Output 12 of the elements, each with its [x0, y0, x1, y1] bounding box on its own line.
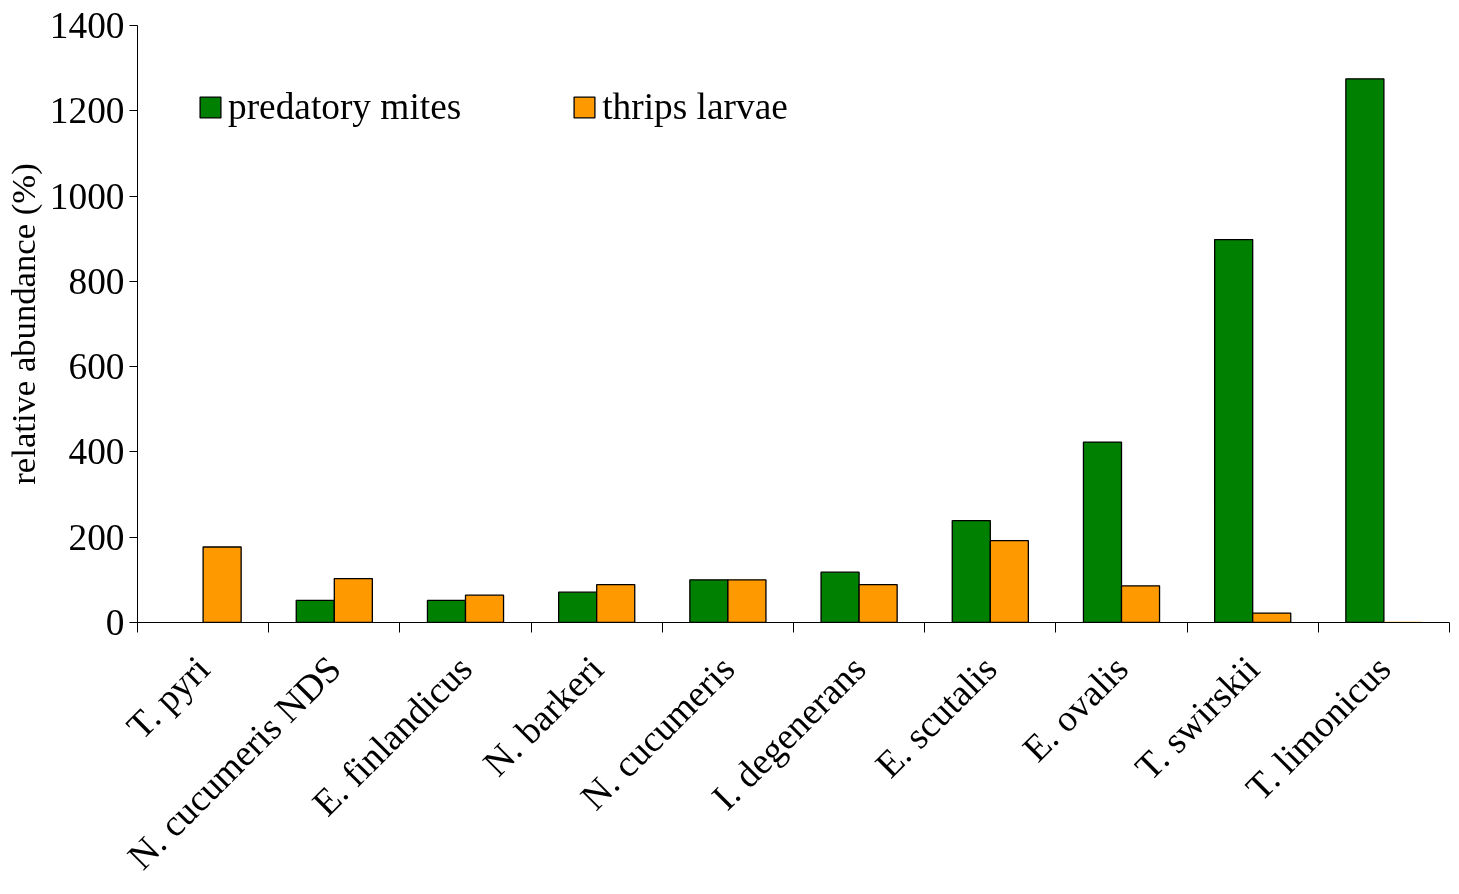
y-tick-label: 1200 — [49, 90, 125, 132]
x-tick-label: T. pyri — [118, 648, 218, 747]
y-tick-label: 400 — [68, 431, 125, 473]
y-axis-title: relative abundance (%) — [3, 163, 43, 485]
y-tick-label: 600 — [68, 346, 125, 388]
y-tick-label: 0 — [105, 602, 125, 643]
y-tick-label: 200 — [68, 516, 125, 558]
y-tick-label: 1400 — [49, 5, 125, 46]
legend-label: predatory mites — [228, 85, 462, 128]
legend-label: thrips larvae — [602, 85, 788, 128]
y-tick-label: 1000 — [49, 175, 125, 217]
y-tick-label: 800 — [68, 260, 125, 302]
